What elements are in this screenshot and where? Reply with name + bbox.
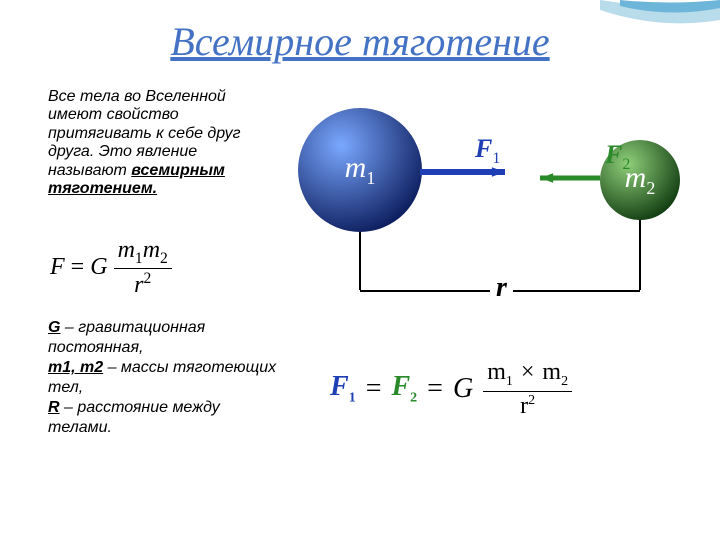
bnum-m2: m (542, 359, 561, 385)
formula-F: F (50, 254, 65, 281)
page-title: Всемирное тяготение (0, 18, 720, 65)
num-sub1: 1 (135, 250, 143, 267)
bden-r: r (520, 393, 528, 419)
formula-big: F1 = F2 = G m1 × m2 r2 (330, 360, 572, 418)
force-arrows (290, 100, 690, 320)
bnum-times: × (519, 359, 537, 385)
formula-eq: = (71, 254, 85, 281)
bnum-m1: m (487, 359, 506, 385)
legend-g-key: G (48, 319, 60, 336)
big-G: G (453, 373, 473, 405)
big-f2: F2 (391, 371, 417, 407)
formula-G: G (90, 254, 107, 281)
big-eq1: = (366, 373, 382, 405)
legend-r-text: – расстояние между телами. (48, 399, 220, 436)
legend: G – гравитационная постоянная, m1, m2 – … (48, 318, 278, 438)
f2-F: F (605, 140, 622, 169)
formula-small: F = G m1m2 r2 (50, 238, 172, 297)
num-m2: m (143, 237, 160, 263)
big-fraction: m1 × m2 r2 (483, 360, 572, 418)
f1-sub: 1 (492, 150, 500, 167)
num-m1: m (118, 237, 135, 263)
bnum-s2: 2 (561, 374, 568, 389)
bden-sup: 2 (528, 393, 535, 408)
force-label-2: F2 (605, 140, 630, 174)
bnum-s1: 1 (506, 374, 513, 389)
f2-sub: 2 (622, 156, 630, 173)
f1-F: F (475, 134, 492, 163)
gravity-diagram: r m1 m2 F1 F2 (290, 100, 690, 320)
num-sub2: 2 (160, 250, 168, 267)
intro-paragraph: Все тела во Вселенной имеют свойство при… (48, 88, 268, 198)
legend-m-key: m1, m2 (48, 359, 103, 376)
force-label-1: F1 (475, 134, 500, 168)
big-eq2: = (427, 373, 443, 405)
legend-r-key: R (48, 399, 60, 416)
legend-g-text: – гравитационная постоянная, (48, 319, 205, 356)
den-sup: 2 (143, 270, 151, 287)
formula-fraction: m1m2 r2 (114, 238, 172, 297)
big-f1: F1 (330, 371, 356, 407)
